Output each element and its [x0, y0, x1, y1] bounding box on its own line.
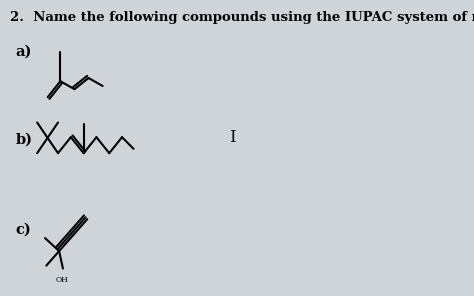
Text: I: I: [228, 129, 235, 146]
Text: c): c): [16, 222, 31, 236]
Text: b): b): [16, 132, 33, 146]
Text: a): a): [16, 45, 32, 59]
Text: 2.  Name the following compounds using the IUPAC system of nomenclature.: 2. Name the following compounds using th…: [10, 12, 474, 25]
Text: OH: OH: [55, 276, 68, 284]
